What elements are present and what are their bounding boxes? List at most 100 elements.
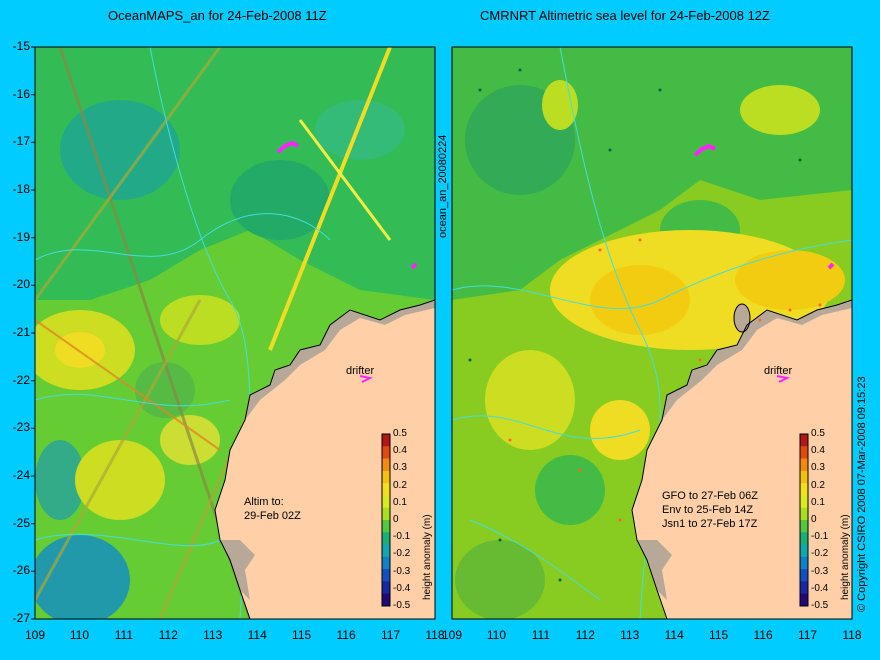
right-colorbar-tick-label: -0.1 [811,531,829,543]
left-drifter-track-2 [410,262,418,270]
right-x-tick-label: 117 [797,628,818,642]
y-tick-label: -16 [12,86,30,101]
left-colorbar-segment [382,507,390,521]
right-colorbar-tick-label: 0 [811,514,817,525]
left-colorbar-tick-label: 0.4 [393,445,407,457]
right-coastline [631,299,852,619]
left-drifter-marker [359,375,374,383]
left-bay-shelf [220,540,255,600]
left-eddy-cyan [60,100,180,200]
right-map-frame [451,46,853,620]
left-colorbar-tick-label: -0.4 [393,582,411,594]
right-drifter-label: drifter [764,365,793,377]
right-gfo-note: GFO to 27-Feb 06Z [662,490,758,502]
right-colorbar-tick-label: 0.3 [811,462,825,474]
right-colorbar-segment [800,446,808,460]
right-x-tick-label: 116 [753,628,773,642]
left-yellow-core [55,332,105,368]
right-map-panel [452,47,852,619]
left-x-tick-label: 117 [380,628,401,642]
left-contour-2 [35,393,231,407]
left-yellow-2 [160,295,240,345]
left-land [215,300,435,619]
left-colorbar [381,433,391,607]
right-island-shelf [733,303,751,333]
right-yellow-3 [485,350,575,450]
left-x-tick-label: 114 [247,628,267,642]
right-drifter-track-2 [827,262,835,270]
right-map-title: CMRNRT Altimetric sea level for 24-Feb-2… [480,8,770,23]
left-colorbar-segment [382,520,390,533]
right-colorbar-tick-label: 0.4 [811,445,825,457]
left-x-tick-label: 116 [336,628,356,642]
right-colorbar-tick-label: 0.2 [811,479,825,491]
right-colorbar-segment [800,434,808,447]
left-colorbar-tick-label: -0.1 [393,531,411,543]
right-contour-1 [452,239,852,310]
left-colorbar-segment [382,593,390,607]
left-eddy-green2 [315,100,405,160]
right-coast-shelf [662,300,852,420]
right-colorbar-tick-label: -0.2 [811,548,829,560]
left-colorbar-segment [382,470,390,484]
right-obs-dots [508,238,822,522]
y-tick-label: -26 [12,563,30,578]
left-track-5 [35,319,221,451]
right-colorbar-segment [800,483,808,496]
left-coast-shelf [245,300,435,420]
right-colorbar-segment [800,593,808,607]
right-x-tick-label: 115 [709,628,729,642]
right-yellow-4 [590,400,650,460]
right-yellow-core [590,265,690,335]
left-green-eddy3 [135,362,195,418]
right-colorbar-segment [800,544,808,558]
left-colorbar-tick-label: -0.5 [393,600,411,611]
left-colorbar-tick-label: -0.2 [393,548,411,560]
left-colorbar-segment [382,544,390,558]
left-track-4 [35,299,202,601]
left-map-panel [35,47,435,619]
right-colorbar-segment [800,556,808,570]
left-x-tick-label: 115 [292,628,312,642]
left-eddy-green [230,160,330,240]
right-colorbar-segment [800,569,808,582]
left-colorbar-segment [382,581,390,595]
right-x-tick-label: 111 [531,628,550,642]
left-altim-note-2: 29-Feb 02Z [244,510,301,522]
left-colorbar-segment [382,532,390,546]
right-drifter-track-1 [693,143,716,157]
right-x-tick-label: 112 [575,628,595,642]
right-env-note: Env to 25-Feb 14Z [662,504,754,516]
right-yellow-ne [740,85,820,135]
y-tick-label: -25 [12,515,30,530]
right-colorbar-tick-label: -0.5 [811,600,829,611]
y-tick-label: -18 [12,182,30,196]
right-x-tick-label: 110 [486,628,506,642]
left-colorbar-segment [382,483,390,496]
left-colorbar-tick-label: 0.1 [393,496,407,508]
right-obs-dots-green [468,68,802,582]
right-x-tick-label: 118 [842,628,862,642]
left-eddy-teal [35,440,85,520]
y-tick-label: -21 [12,325,30,340]
right-drifter-marker [776,375,791,383]
left-colorbar-tick-label: -0.3 [393,565,411,577]
left-colorbar-segment [382,446,390,460]
right-x-tick-label: 114 [664,628,684,642]
left-contour-3 [35,533,221,547]
y-tick-label: -24 [12,468,30,483]
right-colorbar-segment [800,495,808,509]
y-tick-label: -17 [12,134,30,149]
right-colorbar-segment [800,520,808,533]
right-colorbar-segment [800,581,808,595]
left-x-tick-label: 113 [203,628,223,642]
left-track-3 [35,47,222,301]
right-colorbar-tick-label: -0.3 [811,565,829,577]
y-tick-label: -27 [12,611,30,626]
left-colorbar-tick-label: 0.3 [393,462,407,474]
left-x-tick-label: 111 [114,628,133,642]
right-contour-4 [469,519,601,601]
right-colorbar-segment [800,507,808,521]
right-contour-2 [452,415,641,440]
tick-marks [31,46,35,620]
